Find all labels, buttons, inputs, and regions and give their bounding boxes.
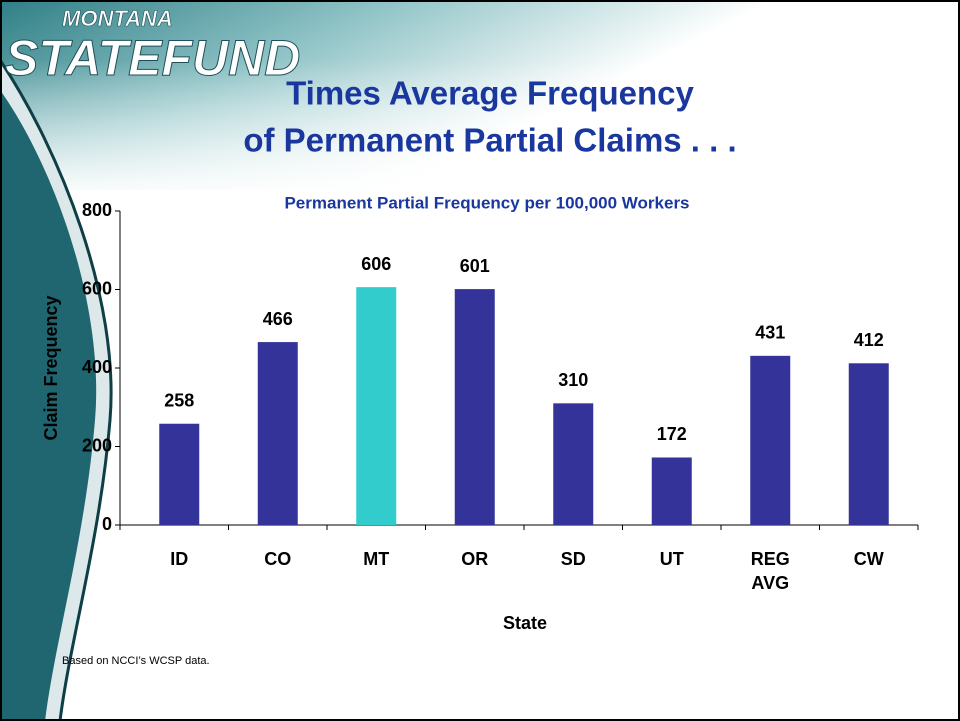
bar [454,289,495,525]
y-tick-label: 600 [82,278,112,298]
header-fade [0,60,960,200]
swoosh-line [0,60,112,721]
data-label: 310 [558,370,588,390]
x-tick-label: OR [461,549,489,569]
bar [553,403,594,525]
chart-subtitle: Permanent Partial Frequency per 100,000 … [284,193,689,212]
bar [750,355,791,525]
chart-title: of Permanent Partial Claims . . . [243,122,736,159]
bar [356,287,397,525]
chart-title: Times Average Frequency [286,75,694,112]
y-tick-label: 800 [82,200,112,220]
y-tick-label: 400 [82,357,112,377]
x-tick-label: CW [853,549,884,569]
bar [257,342,298,525]
data-label: 412 [854,330,884,350]
data-label: 601 [460,256,490,276]
logo-top: MONTANA [62,6,173,31]
x-tick-label: UT [659,549,684,569]
data-label: 258 [164,390,194,410]
logo-main: STATEFUND [5,30,300,86]
bar [159,423,200,525]
x-tick-label: ID [170,549,189,569]
x-tick-label: SD [560,549,586,569]
bar [651,457,692,525]
footnote: Based on NCCI’s WCSP data. [62,655,210,667]
data-label: 466 [263,309,293,329]
data-label: 172 [657,424,687,444]
x-tick-label: REG AVG [750,549,790,593]
x-tick-label: MT [363,549,390,569]
y-tick-label: 200 [82,435,112,455]
bar [848,363,889,525]
x-tick-label: CO [264,549,292,569]
data-label: 606 [361,254,391,274]
x-axis-title: State [503,613,547,633]
y-tick-label: 0 [102,514,112,534]
y-axis-title: Claim Frequency [41,295,61,440]
data-label: 431 [755,323,785,343]
swoosh-edge [0,59,113,721]
